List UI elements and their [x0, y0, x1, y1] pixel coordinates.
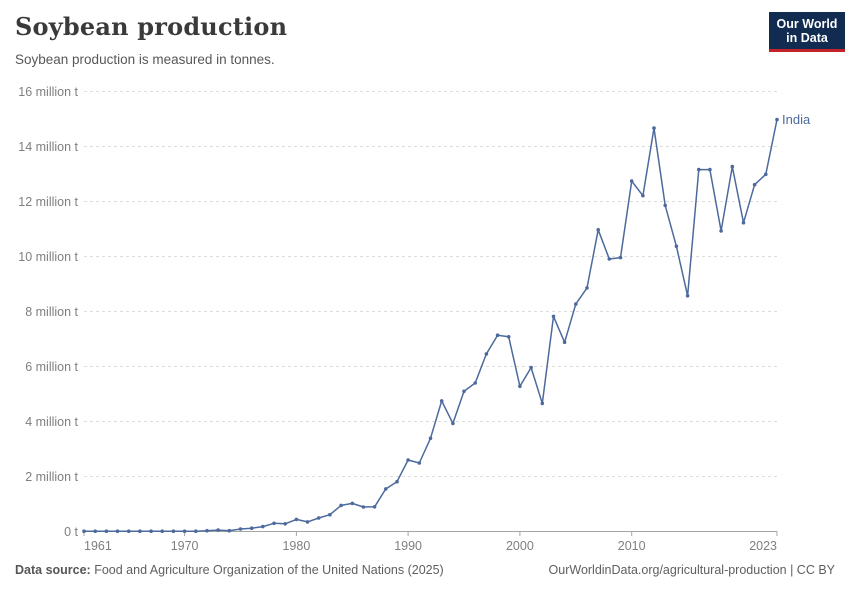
page-subtitle: Soybean production is measured in tonnes…	[15, 52, 275, 67]
data-point[interactable]	[775, 117, 779, 122]
page-title: Soybean production	[15, 12, 288, 41]
data-point[interactable]	[361, 505, 366, 509]
data-point[interactable]	[719, 229, 723, 233]
data-point[interactable]	[205, 528, 209, 533]
data-point[interactable]	[697, 167, 701, 172]
data-point[interactable]	[529, 365, 533, 370]
data-point[interactable]	[685, 294, 690, 298]
data-point[interactable]	[194, 529, 198, 533]
x-tick-label: 2000	[506, 539, 534, 553]
data-point[interactable]	[607, 257, 612, 261]
data-point[interactable]	[104, 529, 109, 533]
data-point[interactable]	[708, 167, 712, 172]
data-source-text: Food and Agriculture Organization of the…	[90, 563, 444, 577]
owid-logo[interactable]: Our World in Data	[769, 12, 845, 52]
data-point[interactable]	[138, 529, 142, 533]
data-point[interactable]	[451, 421, 455, 426]
x-tick-label: 2023	[749, 539, 777, 553]
y-tick-label: 16 million t	[18, 85, 78, 99]
data-point[interactable]	[618, 255, 623, 260]
chart-area[interactable]: 0 t 2 million t 4 million t 6 million t 8 mi…	[0, 80, 850, 558]
data-point[interactable]	[372, 505, 377, 509]
y-tick-label: 14 million t	[18, 140, 78, 154]
y-tick-label: 0 t	[64, 525, 78, 539]
series-label[interactable]: India	[782, 112, 811, 127]
data-point[interactable]	[764, 172, 768, 177]
data-point[interactable]	[316, 516, 321, 520]
data-point[interactable]	[730, 164, 735, 169]
page-footer: Data source: Food and Agriculture Organi…	[15, 563, 835, 577]
data-point[interactable]	[473, 381, 478, 385]
data-point[interactable]	[115, 529, 120, 533]
data-point[interactable]	[149, 529, 153, 533]
data-point[interactable]	[182, 529, 187, 533]
data-point[interactable]	[350, 501, 355, 506]
data-point[interactable]	[641, 193, 645, 198]
data-point[interactable]	[506, 335, 511, 339]
data-point[interactable]	[160, 529, 164, 533]
data-source-note: Data source: Food and Agriculture Organi…	[15, 563, 444, 577]
data-source-label: Data source:	[15, 563, 91, 577]
series-line[interactable]	[84, 119, 778, 532]
data-point[interactable]	[428, 436, 433, 441]
data-point[interactable]	[462, 389, 466, 394]
data-point[interactable]	[585, 286, 589, 290]
data-point[interactable]	[663, 203, 667, 208]
data-point[interactable]	[395, 479, 399, 484]
x-tick-label: 2010	[618, 539, 646, 553]
data-point[interactable]	[272, 521, 276, 526]
data-point[interactable]	[518, 384, 522, 389]
data-point[interactable]	[384, 487, 388, 491]
data-point[interactable]	[674, 244, 679, 249]
data-point[interactable]	[540, 401, 545, 406]
data-point[interactable]	[562, 340, 567, 345]
data-point[interactable]	[82, 529, 86, 533]
x-tick-label: 1970	[171, 539, 199, 553]
data-point[interactable]	[328, 512, 332, 517]
data-point[interactable]	[126, 529, 131, 533]
y-tick-label: 8 million t	[25, 305, 78, 319]
data-point[interactable]	[752, 182, 757, 187]
data-point[interactable]	[339, 503, 343, 508]
y-tick-label: 6 million t	[25, 360, 78, 374]
x-tick-label: 1961	[84, 539, 112, 553]
data-point[interactable]	[652, 126, 656, 130]
data-point[interactable]	[439, 399, 444, 403]
data-point[interactable]	[629, 179, 634, 183]
x-tick-label: 1990	[394, 539, 422, 553]
data-point[interactable]	[741, 220, 746, 225]
y-tick-label: 4 million t	[25, 415, 78, 429]
owid-logo-line1: Our World	[776, 16, 838, 31]
chart-canvas[interactable]: 0 t 2 million t 4 million t 6 million t 8 mi…	[0, 80, 850, 558]
y-tick-label: 10 million t	[18, 250, 78, 264]
y-tick-label: 2 million t	[25, 470, 78, 484]
x-tick-label: 1980	[282, 539, 310, 553]
data-point[interactable]	[238, 527, 243, 531]
data-point[interactable]	[93, 529, 97, 533]
data-point[interactable]	[216, 528, 220, 532]
data-point[interactable]	[551, 314, 556, 319]
data-point[interactable]	[227, 528, 232, 533]
data-point[interactable]	[249, 526, 254, 530]
data-point[interactable]	[596, 228, 600, 232]
data-point[interactable]	[305, 520, 310, 524]
data-point[interactable]	[294, 517, 299, 522]
license-note: OurWorldinData.org/agricultural-producti…	[548, 563, 835, 577]
data-point[interactable]	[495, 333, 500, 337]
data-point[interactable]	[283, 522, 288, 526]
data-point[interactable]	[484, 352, 489, 356]
data-point[interactable]	[171, 529, 176, 533]
data-point[interactable]	[406, 458, 410, 462]
data-point[interactable]	[574, 302, 578, 306]
data-point[interactable]	[261, 524, 265, 529]
owid-logo-line2: in Data	[786, 30, 828, 45]
y-tick-label: 12 million t	[18, 195, 78, 209]
data-point[interactable]	[417, 461, 422, 465]
